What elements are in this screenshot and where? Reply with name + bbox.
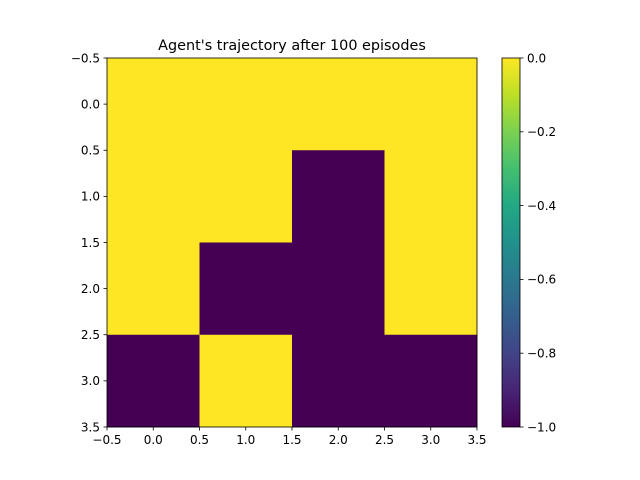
heatmap-cells	[107, 58, 478, 428]
x-tick-label: 1.0	[236, 433, 255, 447]
y-tick-label: 3.5	[81, 420, 100, 434]
x-tick-label: 2.0	[329, 433, 348, 447]
colorbar-tick-label: −0.6	[527, 273, 556, 287]
y-tick-label: 3.0	[81, 374, 100, 388]
colorbar-tick-label: 0.0	[527, 51, 546, 65]
x-tick-label: 2.5	[375, 433, 394, 447]
y-tick-label: 0.5	[81, 144, 100, 158]
y-tick-label: 1.5	[81, 236, 100, 250]
x-tick-label: 0.0	[144, 433, 163, 447]
y-tick-label: 2.0	[81, 282, 100, 296]
heatmap-cell-r0-c2	[292, 58, 385, 151]
heatmap-cell-r0-c3	[384, 58, 478, 151]
heatmap-cell-r2-c1	[199, 242, 293, 336]
colorbar-tick-label: −0.8	[527, 347, 556, 361]
y-axis: −0.5 0.0 0.5 1.0 1.5 2.0 2.5 3.0 3.5	[71, 51, 107, 434]
y-tick-label: 2.5	[81, 328, 100, 342]
heatmap-cell-r3-c2	[292, 334, 385, 428]
x-tick-label: 1.5	[282, 433, 301, 447]
heatmap-cell-r0-c0	[107, 58, 200, 151]
colorbar-tick-label: −0.2	[527, 125, 556, 139]
heatmap-cell-r3-c3	[384, 334, 478, 428]
heatmap-cell-r3-c0	[107, 334, 200, 428]
chart-title: Agent's trajectory after 100 episodes	[158, 38, 426, 54]
x-tick-label: 3.5	[467, 433, 486, 447]
y-tick-label: 1.0	[81, 190, 100, 204]
heatmap-cell-r0-c1	[199, 58, 293, 151]
heatmap-cell-r2-c2	[292, 242, 385, 336]
colorbar-tick-label: −0.4	[527, 199, 556, 213]
colorbar	[501, 57, 521, 428]
plot-frame	[106, 57, 478, 428]
heatmap-cell-r3-c1	[199, 334, 293, 428]
heatmap-cell-r1-c0	[107, 150, 200, 243]
heatmap-cell-r2-c3	[384, 242, 478, 336]
y-tick-label: 0.0	[81, 97, 100, 111]
x-tick-label: −0.5	[92, 433, 121, 447]
heatmap-cell-r1-c3	[384, 150, 478, 243]
x-tick-label: 0.5	[190, 433, 209, 447]
x-axis: −0.5 0.0 0.5 1.0 1.5 2.0 2.5 3.0 3.5	[92, 427, 487, 447]
heatmap-cell-r2-c0	[107, 242, 200, 336]
colorbar-axis: 0.0 −0.2 −0.4 −0.6 −0.8 −1.0	[520, 51, 556, 434]
y-tick-label: −0.5	[71, 51, 100, 65]
x-tick-label: 3.0	[421, 433, 440, 447]
heatmap-cell-r1-c1	[199, 150, 293, 243]
heatmap-cell-r1-c2	[292, 150, 385, 243]
colorbar-tick-label: −1.0	[527, 420, 556, 434]
